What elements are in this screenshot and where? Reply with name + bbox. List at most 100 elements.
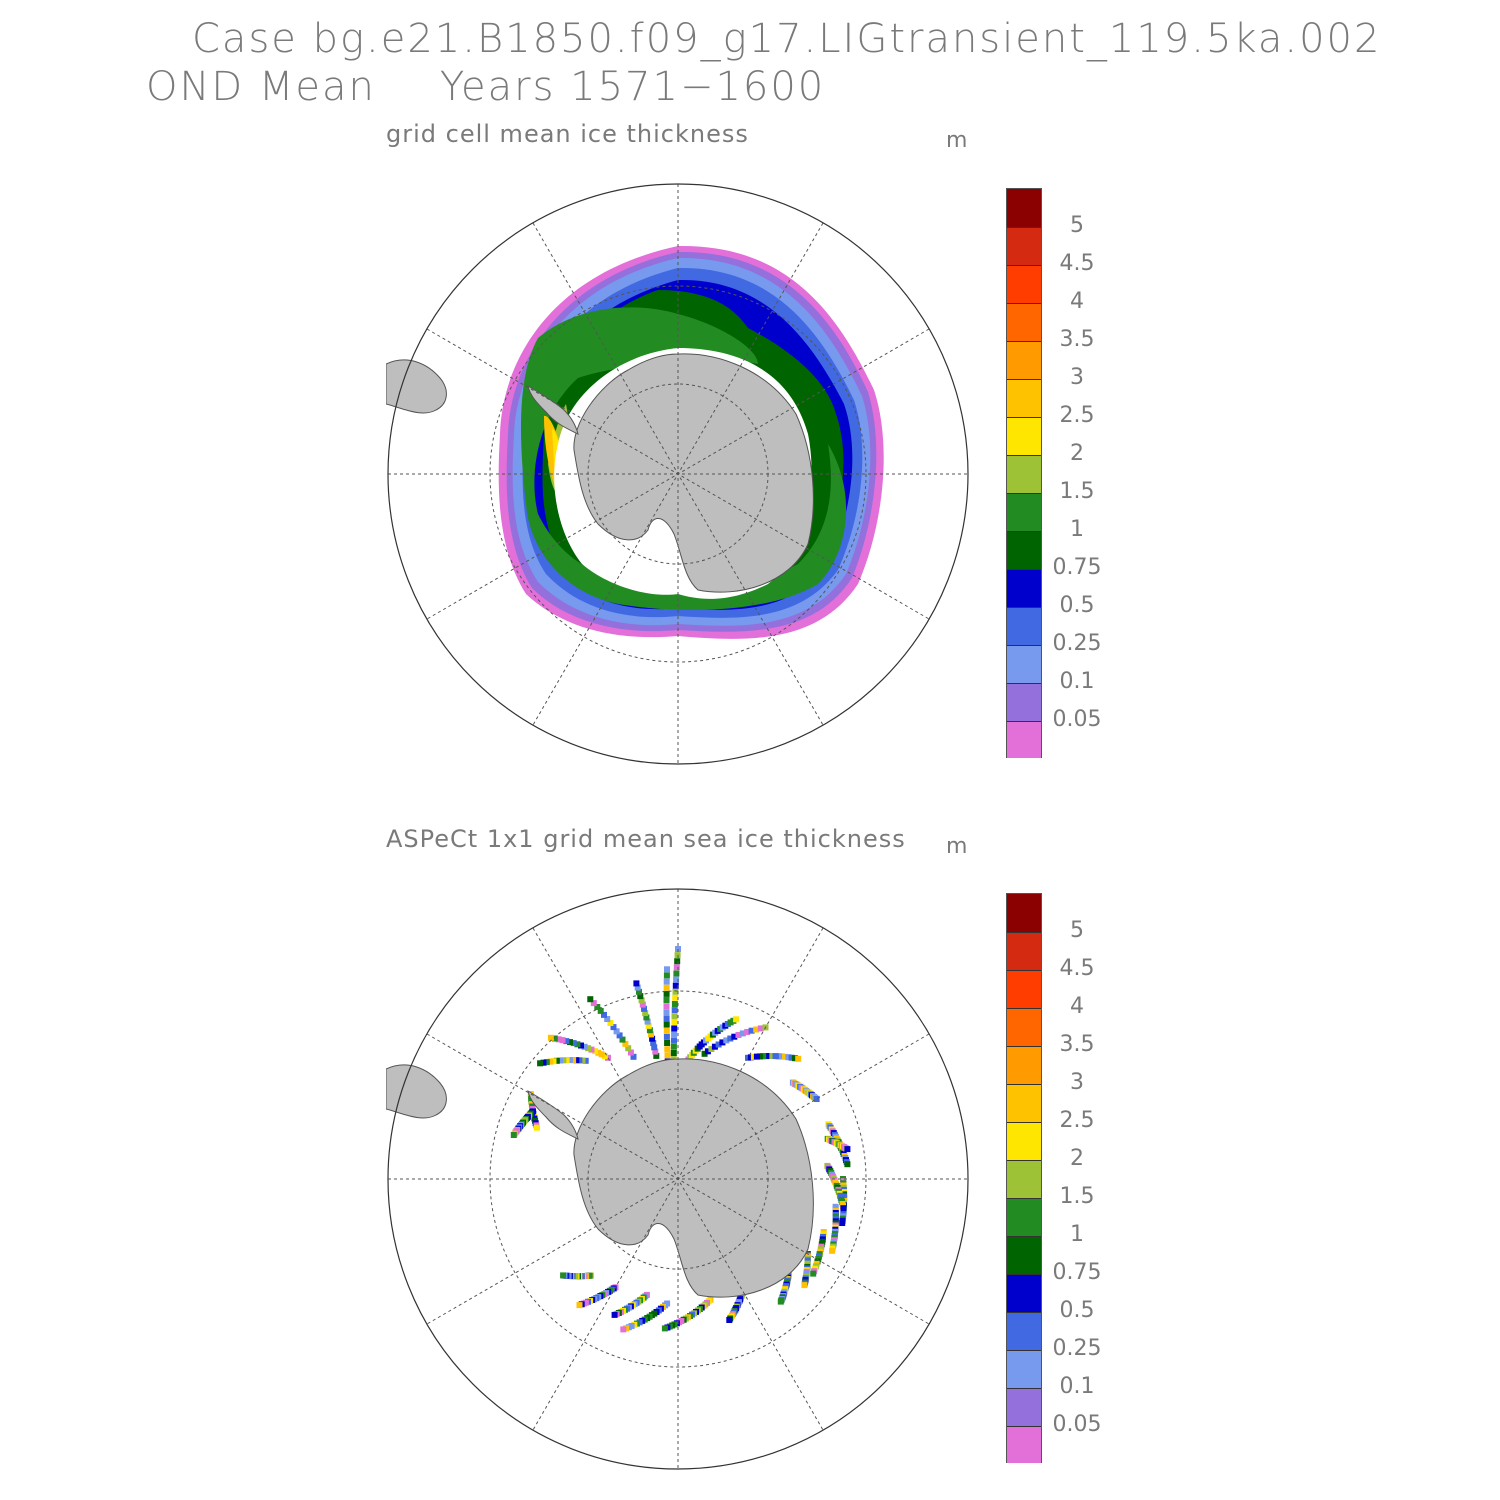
cbar1-label: 3.5 bbox=[1059, 327, 1095, 352]
observation-cell bbox=[670, 1043, 677, 1050]
observation-cell bbox=[672, 982, 679, 989]
cbar2-label: 3.5 bbox=[1059, 1032, 1095, 1057]
observation-cell bbox=[613, 1028, 620, 1035]
cbar1-swatch-6 bbox=[1007, 418, 1041, 456]
observation-cell bbox=[701, 1050, 708, 1057]
cbar1-label: 0.5 bbox=[1059, 593, 1095, 618]
observation-cell bbox=[641, 1005, 647, 1012]
observation-cell bbox=[739, 1030, 746, 1037]
observation-cell bbox=[587, 996, 594, 1003]
observation-cell bbox=[663, 1033, 670, 1040]
antarctica-land bbox=[573, 353, 814, 593]
panel2-title: ASPeCt 1x1 grid mean sea ice thickness bbox=[386, 825, 906, 853]
observation-cell bbox=[715, 1041, 722, 1048]
cbar1-label: 3 bbox=[1070, 365, 1084, 390]
cbar2-swatch-6 bbox=[1007, 1123, 1041, 1161]
model-ice-thickness-map bbox=[386, 183, 969, 765]
observation-cell bbox=[671, 1001, 678, 1007]
observation-cell bbox=[619, 1036, 626, 1043]
observation-cell bbox=[756, 1053, 763, 1060]
map-boundary bbox=[387, 183, 969, 765]
observation-cell bbox=[557, 1057, 564, 1064]
observation-cell bbox=[664, 1040, 671, 1046]
observation-cell bbox=[651, 1044, 658, 1051]
observation-cell bbox=[753, 1026, 760, 1033]
cbar2-label: 2.5 bbox=[1059, 1108, 1095, 1133]
observation-cell bbox=[551, 1035, 558, 1042]
cbar1-swatch-13 bbox=[1007, 684, 1041, 722]
cbar1-swatch-4 bbox=[1007, 342, 1041, 380]
observation-cell bbox=[674, 958, 681, 965]
observation-cell bbox=[650, 1040, 657, 1046]
cbar2-label: 2 bbox=[1070, 1146, 1084, 1171]
observation-cell bbox=[611, 1311, 618, 1318]
observation-cell bbox=[744, 1029, 751, 1035]
observation-cell bbox=[630, 1053, 637, 1060]
cbar1-label: 0.05 bbox=[1052, 707, 1102, 732]
cbar2-label: 4 bbox=[1070, 994, 1084, 1019]
observation-cell bbox=[769, 1053, 776, 1059]
observation-cell bbox=[844, 1161, 851, 1168]
observation-cell bbox=[582, 1057, 589, 1064]
observation-cell bbox=[727, 1035, 734, 1042]
observation-cell bbox=[642, 1010, 649, 1017]
cbar1-swatch-2 bbox=[1007, 266, 1041, 304]
observation-cell bbox=[559, 1037, 566, 1044]
observation-cell bbox=[563, 1057, 570, 1064]
observation-cell bbox=[663, 1027, 670, 1034]
observation-cell bbox=[591, 1048, 598, 1055]
colorbar-1 bbox=[1006, 188, 1042, 758]
observation-cell bbox=[672, 988, 679, 995]
cbar2-swatch-14 bbox=[1007, 1427, 1041, 1463]
observation-cell bbox=[638, 997, 645, 1004]
observation-cell bbox=[622, 1040, 629, 1047]
cbar1-swatch-1 bbox=[1007, 228, 1041, 266]
observation-cell bbox=[663, 1015, 670, 1022]
observation-cell bbox=[576, 1057, 583, 1064]
observation-cell bbox=[663, 978, 670, 985]
observation-cell bbox=[844, 1146, 851, 1153]
observation-cell bbox=[671, 1007, 678, 1014]
observation-cell bbox=[627, 1049, 634, 1056]
cbar1-swatch-8 bbox=[1007, 494, 1041, 532]
years-label: Years 1571−1600 bbox=[439, 64, 826, 110]
cbar1-label: 2.5 bbox=[1059, 403, 1095, 428]
cbar1-label: 2 bbox=[1070, 441, 1084, 466]
cbar2-swatch-1 bbox=[1007, 933, 1041, 971]
observation-cell bbox=[581, 1043, 588, 1050]
observation-cell bbox=[560, 1057, 567, 1064]
observation-cell bbox=[663, 972, 670, 979]
panel1-title: grid cell mean ice thickness bbox=[386, 120, 749, 148]
observation-cell bbox=[726, 1317, 733, 1323]
observation-cell bbox=[643, 1014, 650, 1021]
observation-cell bbox=[636, 988, 642, 995]
cbar2-label: 1.5 bbox=[1059, 1184, 1095, 1209]
cbar2-swatch-3 bbox=[1007, 1009, 1041, 1047]
colorbar-2 bbox=[1006, 893, 1042, 1463]
observation-cell bbox=[711, 1043, 718, 1050]
observation-cell bbox=[664, 1052, 671, 1059]
observation-cell bbox=[782, 1053, 789, 1060]
observation-cell bbox=[570, 1040, 577, 1047]
observation-cell bbox=[634, 984, 641, 991]
cbar2-swatch-7 bbox=[1007, 1161, 1041, 1199]
observation-cell bbox=[540, 1059, 547, 1066]
panel1-unit: m bbox=[946, 128, 968, 153]
observation-cell bbox=[663, 997, 670, 1003]
observation-cell bbox=[748, 1027, 755, 1034]
observation-cell bbox=[671, 1013, 678, 1020]
observation-cell bbox=[670, 1050, 677, 1056]
observation-cell bbox=[595, 1049, 602, 1056]
observation-cell bbox=[663, 990, 670, 997]
observation-cell bbox=[840, 1205, 847, 1212]
map-boundary bbox=[387, 888, 969, 1470]
observation-cell bbox=[661, 1325, 668, 1332]
observation-cell bbox=[588, 1046, 595, 1053]
south-america-land bbox=[386, 359, 447, 414]
observation-cell bbox=[579, 1057, 586, 1064]
cbar1-swatch-14 bbox=[1007, 722, 1041, 758]
cbar2-swatch-10 bbox=[1007, 1275, 1041, 1313]
observation-cell bbox=[664, 1046, 671, 1053]
observation-cell bbox=[645, 1022, 652, 1029]
cbar1-label: 1 bbox=[1070, 517, 1084, 542]
